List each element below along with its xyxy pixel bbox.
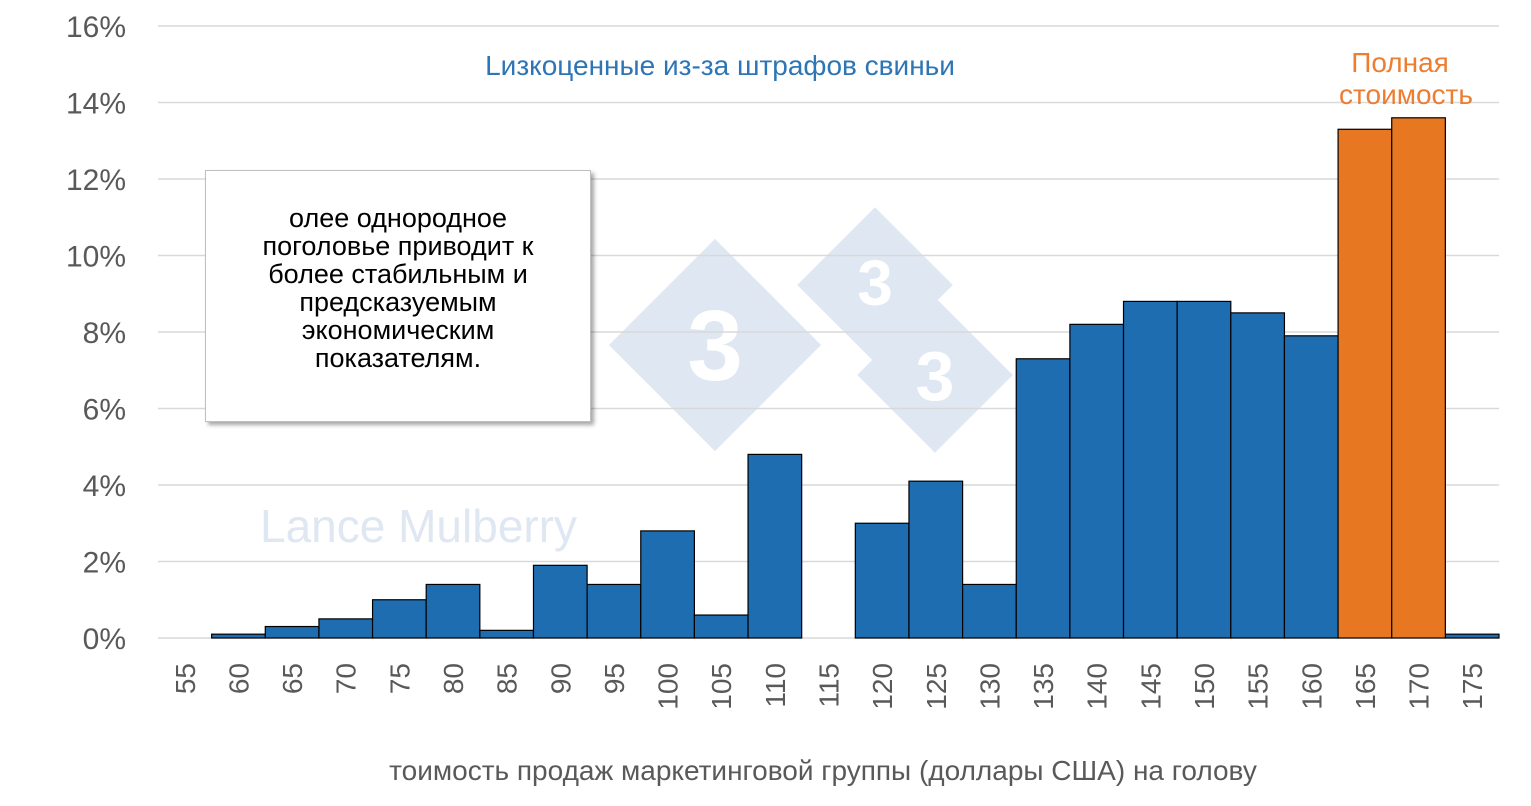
svg-text:3: 3 bbox=[857, 247, 893, 319]
discounted-bar bbox=[854, 522, 910, 639]
y-axis-ticks: 0% 2% 4% 6% 8% 10% 12% 14% 16% bbox=[66, 11, 126, 656]
x-tick-label: 150 bbox=[1189, 663, 1220, 710]
x-tick-label: 80 bbox=[438, 663, 469, 694]
discounted-bar bbox=[211, 633, 266, 639]
discounted-bar bbox=[1230, 312, 1286, 639]
watermark-text: Lance Mulberry bbox=[260, 500, 577, 552]
x-tick-label: 90 bbox=[545, 663, 576, 694]
x-axis-label: тоимость продаж маркетинговой группы (до… bbox=[389, 755, 1257, 786]
x-tick-label: 55 bbox=[170, 663, 201, 694]
x-tick-label: 140 bbox=[1082, 663, 1113, 710]
discounted-bar bbox=[1283, 335, 1339, 639]
discounted-bar bbox=[586, 583, 642, 639]
full-value-bar bbox=[1337, 128, 1393, 639]
y-tick-label: 16% bbox=[66, 11, 126, 44]
x-axis-ticks: 55 60 65 70 75 80 85 90 95 100 105 110 115 120 125 130 1… bbox=[170, 663, 1488, 710]
discounted-bar bbox=[640, 530, 696, 639]
x-tick-label: 115 bbox=[814, 663, 845, 708]
discounted-bar bbox=[1069, 323, 1125, 639]
discounted-bar bbox=[1176, 300, 1232, 639]
note-callout: олее однородное поголовье приводит к бол… bbox=[205, 170, 591, 422]
x-tick-label: 170 bbox=[1404, 663, 1435, 710]
discounted-bar bbox=[479, 629, 535, 639]
x-tick-label: 60 bbox=[223, 663, 254, 694]
x-tick-label: 65 bbox=[277, 663, 308, 694]
discounted-bar bbox=[908, 480, 964, 639]
x-tick-label: 160 bbox=[1296, 663, 1327, 710]
discounted-bar bbox=[264, 625, 320, 639]
x-tick-label: 125 bbox=[921, 663, 952, 710]
x-tick-label: 120 bbox=[867, 663, 898, 710]
y-tick-label: 0% bbox=[83, 623, 126, 656]
discounted-annotation: Lизкоценные из-за штрафов свиньи bbox=[485, 50, 955, 81]
x-tick-label: 70 bbox=[331, 663, 362, 694]
discounted-bar bbox=[1015, 358, 1071, 639]
x-tick-label: 110 bbox=[760, 663, 791, 708]
x-tick-label: 130 bbox=[974, 663, 1005, 710]
discounted-bar bbox=[425, 583, 481, 639]
discounted-bar bbox=[693, 614, 749, 639]
333-icon: 3 3 3 bbox=[608, 207, 1013, 453]
x-tick-label: 165 bbox=[1350, 663, 1381, 710]
y-tick-label: 6% bbox=[83, 394, 126, 427]
svg-text:3: 3 bbox=[916, 337, 955, 415]
y-tick-label: 12% bbox=[66, 164, 126, 197]
discounted-bar bbox=[747, 453, 803, 639]
x-tick-label: 75 bbox=[384, 663, 415, 694]
y-tick-label: 10% bbox=[66, 241, 126, 274]
full-value-annotation-line1: Полная bbox=[1351, 47, 1449, 78]
discounted-bar bbox=[961, 583, 1017, 639]
discounted-bar bbox=[1444, 633, 1500, 639]
full-value-annotation-line2: стоимость bbox=[1339, 79, 1473, 110]
x-tick-label: 155 bbox=[1243, 663, 1274, 710]
x-tick-label: 100 bbox=[653, 663, 684, 710]
y-tick-label: 14% bbox=[66, 88, 126, 121]
bars bbox=[211, 117, 1500, 639]
svg-text:3: 3 bbox=[687, 290, 743, 402]
x-tick-label: 135 bbox=[1028, 663, 1059, 710]
x-tick-label: 95 bbox=[599, 663, 630, 694]
x-tick-label: 105 bbox=[706, 663, 737, 710]
x-tick-label: 175 bbox=[1457, 663, 1488, 710]
y-tick-label: 8% bbox=[83, 317, 126, 350]
discounted-bar bbox=[318, 618, 374, 639]
discounted-bar bbox=[532, 564, 588, 639]
y-tick-label: 2% bbox=[83, 547, 126, 580]
x-tick-label: 145 bbox=[1135, 663, 1166, 710]
discounted-bar bbox=[1122, 300, 1178, 639]
y-tick-label: 4% bbox=[83, 470, 126, 503]
discounted-bar bbox=[371, 599, 427, 639]
note-text: олее однородное поголовье приводит к бол… bbox=[262, 203, 534, 373]
x-tick-label: 85 bbox=[492, 663, 523, 694]
full-value-bar bbox=[1391, 117, 1446, 639]
